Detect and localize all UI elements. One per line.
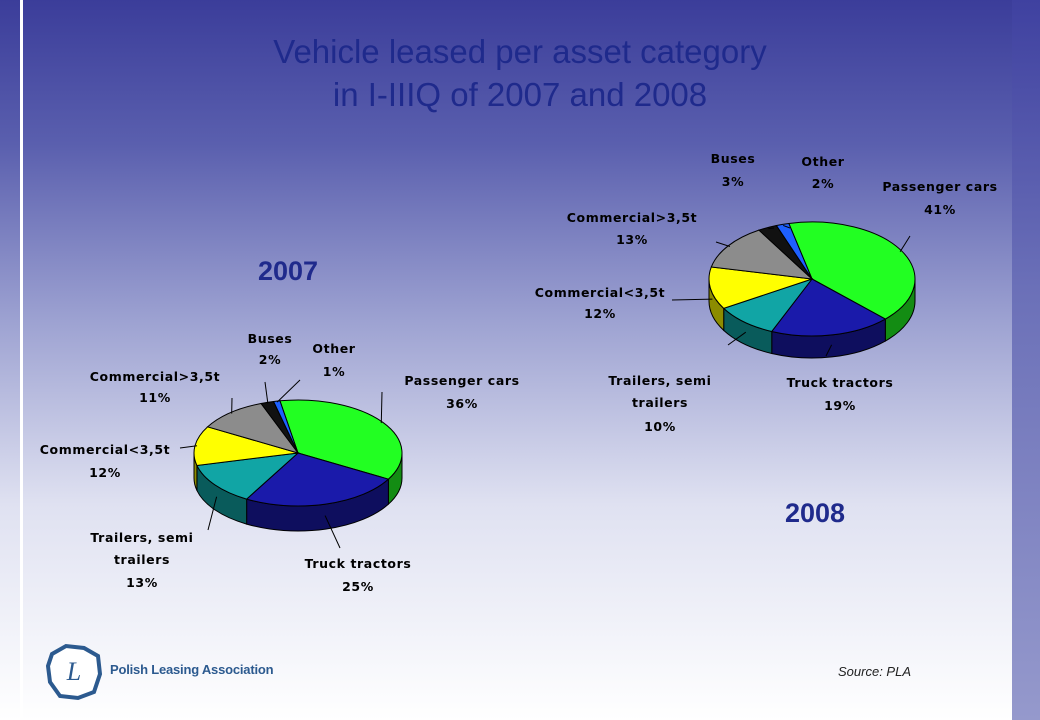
leader-line-2 — [727, 331, 747, 346]
slice-value-1: 25% — [342, 579, 374, 594]
logo-mark: L — [66, 657, 81, 686]
slice-value-4: 13% — [616, 232, 648, 247]
slice-value-2: 13% — [126, 575, 158, 590]
pie-2008: Passenger cars 41% Truck tractors 19% Traile… — [535, 151, 997, 434]
slice-value-4: 11% — [139, 390, 171, 405]
pie-slice-2 — [196, 452, 300, 500]
leader-line-6 — [782, 224, 791, 229]
source-note: Source: PLA — [838, 664, 911, 679]
pie-2007: Passenger cars 36% Truck tractors 25% Traile… — [40, 331, 519, 594]
slice-value-2: 10% — [644, 419, 676, 434]
slice-value-3: 12% — [584, 306, 616, 321]
slice-label-1: Truck tractors — [305, 556, 412, 571]
title-line-1: Vehicle leased per asset category — [273, 33, 767, 70]
slice-label-6: Other — [801, 154, 844, 169]
slice-label-0: Passenger cars — [882, 179, 997, 194]
leader-line-2 — [207, 496, 218, 531]
slice-value-3: 12% — [89, 465, 121, 480]
slice-value-1: 19% — [824, 398, 856, 413]
slice-label-4: Commercial>3,5t — [90, 369, 220, 384]
pie-slice-6 — [272, 400, 299, 454]
leader-line-6 — [276, 379, 301, 403]
slice-value-0: 41% — [924, 202, 956, 217]
slice-label-5: Buses — [711, 151, 756, 166]
slice-label-1: Truck tractors — [787, 375, 894, 390]
year-label-2007: 2007 — [258, 256, 319, 286]
leader-line-5 — [768, 227, 775, 230]
slice-value-5: 3% — [722, 174, 744, 189]
slice-label-3: Commercial<3,5t — [40, 442, 170, 457]
slice-label-2-line-1: trailers — [114, 552, 170, 567]
leader-line-4 — [715, 241, 731, 247]
slice-label-2-line-1: trailers — [632, 395, 688, 410]
left-rule — [20, 0, 23, 720]
logo: L Polish Leasing Association — [44, 640, 274, 704]
pie-slice-0 — [788, 221, 916, 320]
slice-label-4: Commercial>3,5t — [567, 210, 697, 225]
slice-value-5: 2% — [259, 352, 281, 367]
pie-slice-0 — [279, 399, 403, 480]
slice-label-3: Commercial<3,5t — [535, 285, 665, 300]
title-line-2: in I-IIIQ of 2007 and 2008 — [332, 76, 708, 113]
pie-slice-6 — [775, 222, 813, 280]
page-title: Vehicle leased per asset category in I-I… — [150, 30, 890, 116]
logo-map-icon: L — [45, 643, 103, 701]
slice-label-2-line-0: Trailers, semi — [90, 530, 193, 545]
leader-line-0 — [899, 235, 911, 253]
leader-line-3 — [179, 445, 198, 449]
pie-slice-4 — [206, 402, 300, 454]
slice-value-6: 2% — [812, 176, 834, 191]
pie-slice-1 — [770, 278, 887, 337]
slice-label-2-line-0: Trailers, semi — [608, 373, 711, 388]
right-band — [1012, 0, 1040, 720]
year-label-2008: 2008 — [785, 498, 846, 528]
pie-slice-3 — [708, 266, 813, 309]
leader-line-1 — [324, 515, 341, 549]
logo-text: Polish Leasing Association — [110, 662, 274, 677]
leader-line-3 — [671, 298, 713, 301]
leader-line-1 — [825, 344, 833, 357]
slice-value-0: 36% — [446, 396, 478, 411]
leader-line-0 — [380, 391, 383, 424]
slice-label-5: Buses — [248, 331, 293, 346]
pie-slice-1 — [245, 452, 390, 507]
slice-label-6: Other — [312, 341, 355, 356]
slice-value-6: 1% — [323, 364, 345, 379]
slice-label-0: Passenger cars — [404, 373, 519, 388]
leader-line-5 — [264, 381, 269, 404]
